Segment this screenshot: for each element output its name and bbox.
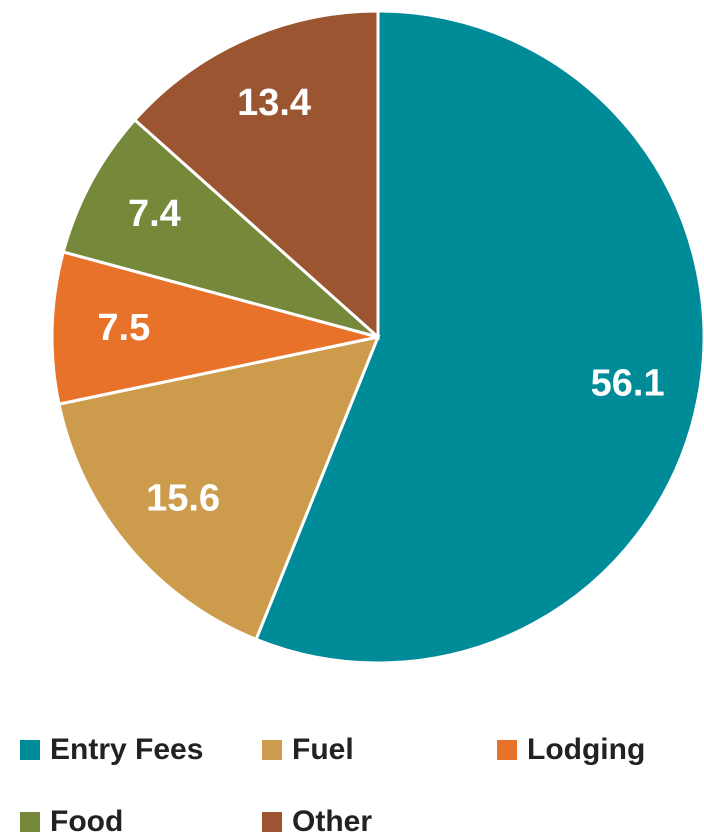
legend-swatch (20, 740, 40, 760)
legend-label: Other (292, 805, 372, 838)
pie-slice (61, 117, 379, 339)
legend-swatch (262, 740, 282, 760)
data-label: 56.1 (591, 362, 665, 404)
data-label: 7.5 (97, 307, 150, 349)
data-label: 15.6 (146, 477, 220, 519)
pie-slice (132, 9, 380, 341)
pie-slice (254, 9, 704, 665)
pie-slice (57, 334, 381, 642)
legend-swatch (262, 812, 282, 832)
legend-label: Entry Fees (50, 733, 203, 766)
legend-swatch (497, 740, 517, 760)
legend-label: Food (50, 805, 123, 838)
legend-label: Lodging (527, 733, 645, 766)
legend-label: Fuel (292, 733, 354, 766)
data-label: 7.4 (128, 193, 181, 235)
legend-swatch (20, 812, 40, 832)
pie-slice (50, 250, 379, 406)
data-label: 13.4 (237, 82, 311, 124)
